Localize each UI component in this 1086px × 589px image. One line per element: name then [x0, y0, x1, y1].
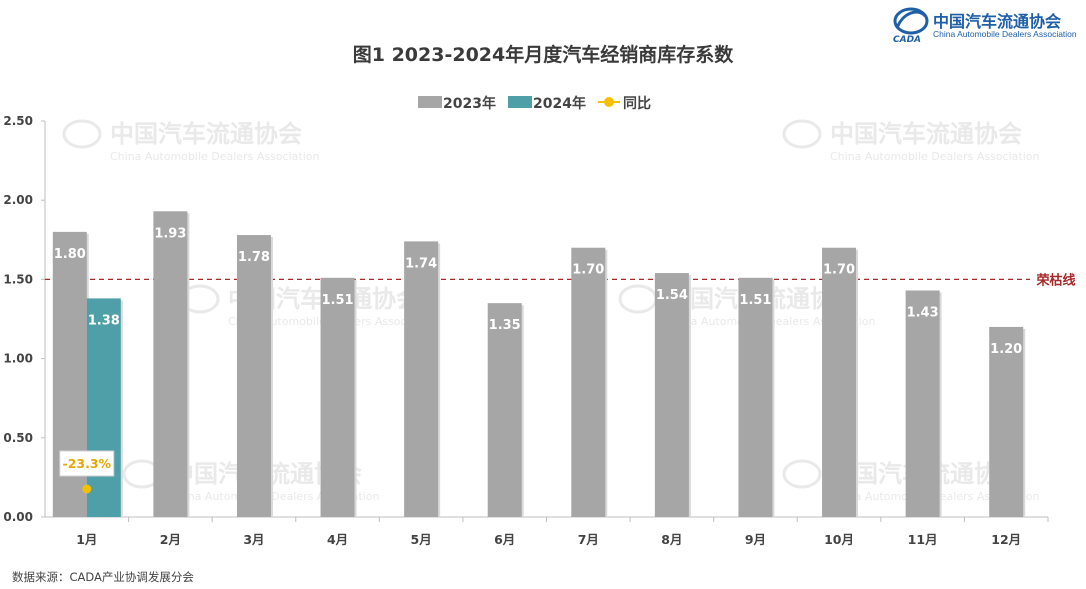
x-tick-label: 5月: [411, 532, 432, 547]
bar-label-2023: 1.20: [990, 342, 1022, 357]
x-tick-label: 11月: [908, 532, 938, 547]
bar-label-2023: 1.51: [322, 293, 354, 308]
y-tick-label: 0.50: [3, 431, 33, 445]
x-tick-label: 12月: [991, 532, 1021, 547]
bar-label-2023: 1.35: [489, 318, 521, 333]
org-name-en: China Automobile Dealers Association: [933, 29, 1077, 39]
y-tick-label: 1.00: [3, 352, 33, 366]
source-note: 数据来源：CADA产业协调发展分会: [12, 570, 194, 584]
logo-text: CADA: [893, 35, 921, 44]
bar-2023: [404, 241, 439, 517]
legend-swatch-2023: [418, 96, 442, 108]
x-tick-label: 2月: [160, 532, 181, 547]
x-tick-label: 6月: [494, 532, 515, 547]
x-tick-label: 3月: [243, 532, 264, 547]
x-tick-label: 1月: [76, 532, 97, 547]
y-tick-label: 2.50: [3, 114, 33, 128]
yoy-label-text: -23.3%: [63, 456, 112, 471]
watermarks: 中国汽车流通协会 China Automobile Dealers Associa…: [62, 119, 1039, 503]
legend-marker-yoy: [604, 97, 614, 107]
bar-label-2023: 1.43: [907, 305, 939, 320]
watermark-org-name: 中国汽车流通协会: [830, 120, 1022, 148]
bar-2023: [320, 277, 355, 517]
chart: 中国汽车流通协会 China Automobile Dealers Associa…: [3, 95, 1075, 547]
bar-2023: [236, 235, 271, 517]
bar-2023: [738, 277, 773, 517]
bar-label-2023: 1.74: [405, 256, 437, 271]
x-tick-label: 7月: [578, 532, 599, 547]
legend-swatch-2024: [508, 96, 532, 108]
watermark-emblem-icon: [782, 459, 822, 489]
bar-label-2024: 1.38: [88, 313, 120, 328]
x-tick-label: 9月: [745, 532, 766, 547]
watermark-emblem-icon: [782, 119, 822, 149]
cada-logo: CADA 中国汽车流通协会 China Automobile Dealers A…: [889, 4, 1079, 45]
bar-label-2023: 1.54: [656, 288, 688, 303]
reference-line-label: 荣枯线: [1035, 272, 1075, 288]
watermark: 中国汽车流通协会 China Automobile Dealers Associa…: [782, 119, 1039, 163]
watermark-emblem-icon: [62, 119, 102, 149]
y-tick-label: 2.00: [3, 193, 33, 207]
bar-2023: [487, 303, 522, 517]
bar-2023: [153, 211, 188, 517]
bar-label-2023: 1.51: [739, 293, 771, 308]
yoy-label: -23.3%: [59, 450, 115, 477]
bar-2023: [654, 273, 689, 517]
watermark-org-name-en: China Automobile Dealers Association: [110, 150, 319, 163]
bar-2023: [822, 247, 857, 517]
watermark-org-name-en: China Automobile Dealers Association: [830, 150, 1039, 163]
x-tick-label: 8月: [661, 532, 682, 547]
legend: 2023年 2024年 同比: [418, 95, 651, 112]
org-name: 中国汽车流通协会: [933, 12, 1062, 31]
chart-title: 图1 2023-2024年月度汽车经销商库存系数: [352, 44, 734, 66]
bar-label-2023: 1.78: [238, 250, 270, 265]
bar-label-2023: 1.80: [54, 247, 86, 262]
bar-2023: [989, 326, 1024, 517]
yoy-label-box: [59, 450, 115, 477]
cada-emblem-icon: CADA: [893, 7, 929, 45]
x-tick-label: 10月: [824, 532, 854, 547]
bar-label-2023: 1.70: [572, 263, 604, 278]
bars: [52, 211, 1026, 517]
legend-label: 2023年: [443, 95, 496, 112]
y-tick-label: 0.00: [3, 510, 33, 524]
bar-2024: [86, 298, 121, 517]
watermark-emblem-icon: [618, 284, 658, 314]
watermark-org-name: 中国汽车流通协会: [110, 120, 302, 148]
legend-label: 2024年: [533, 95, 586, 112]
legend-label: 同比: [623, 95, 651, 112]
x-tick-label: 4月: [327, 532, 348, 547]
data-labels: 1.80 1.38 1.93 1.78 1.51 1.74 1.35 1.70 1.54 1.51…: [54, 226, 1022, 494]
bar-2023: [905, 290, 940, 517]
bar-label-2023: 1.70: [823, 263, 855, 278]
watermark: 中国汽车流通协会 China Automobile Dealers Associa…: [62, 119, 319, 163]
bar-2023: [571, 247, 606, 517]
yoy-point: [82, 484, 92, 494]
y-tick-label: 1.50: [3, 272, 33, 286]
axes: 0.00 0.50 1.00 1.50 2.00 2.50 1月 2月 3月 4月 5月 6月 7月 8月…: [3, 114, 1075, 547]
bar-label-2023: 1.93: [154, 226, 186, 241]
